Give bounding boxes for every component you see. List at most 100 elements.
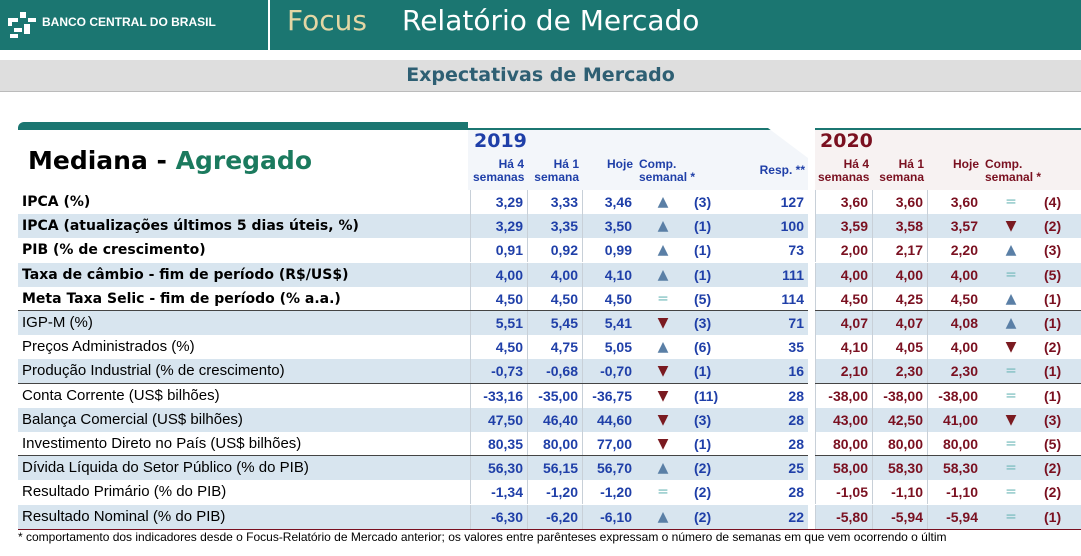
row-label: Preços Administrados (%): [22, 338, 195, 356]
trend-symbol: ▼: [1005, 411, 1017, 428]
value: 80,00: [815, 432, 872, 456]
row-bg: [468, 407, 808, 432]
row-bg: [468, 214, 808, 239]
trend-symbol: =: [1005, 484, 1017, 501]
week-count: (3): [1044, 242, 1062, 259]
footnote: * comportamento dos indicadores desde o …: [18, 530, 947, 544]
column-header: Há 4 semanas: [818, 157, 870, 184]
trend-symbol: =: [1005, 436, 1017, 452]
week-count: (1): [1044, 387, 1062, 404]
value: 4,50: [582, 286, 636, 311]
week-count: (5): [1044, 266, 1062, 283]
value: 3,57: [927, 214, 982, 239]
value: 4,50: [470, 286, 527, 311]
row-bg: [18, 456, 468, 481]
column-header: Comp. semanal *: [985, 157, 1042, 184]
trend-symbol: =: [1005, 194, 1017, 210]
row-label: Resultado Nominal (% do PIB): [22, 507, 226, 525]
value: -1,20: [582, 480, 636, 505]
row-label: Balança Comercial (US$ bilhões): [22, 410, 243, 428]
value: 2,00: [815, 238, 872, 263]
title-part: Mediana -: [28, 146, 176, 175]
trend-symbol: ▲: [657, 460, 669, 477]
logo-text: BANCO CENTRAL DO BRASIL: [42, 15, 216, 29]
value: 5,05: [582, 335, 636, 360]
header-title: Relatório de Mercado: [402, 4, 700, 37]
value: 4,75: [527, 335, 582, 360]
row-bg: [815, 432, 1081, 457]
value: -1,10: [927, 480, 982, 505]
trend-symbol: ▼: [657, 315, 669, 331]
value: 2,30: [872, 359, 927, 384]
week-count: (6): [694, 339, 712, 356]
column-header: Há 4 semanas: [473, 157, 525, 184]
value: 80,35: [470, 432, 527, 456]
value: 4,50: [527, 286, 582, 311]
trend-symbol: ▲: [657, 339, 669, 356]
week-count: (2): [694, 484, 712, 501]
value: 3,29: [470, 214, 527, 239]
value: 56,70: [582, 456, 636, 481]
row-bg: [815, 456, 1081, 481]
value: 3,33: [527, 190, 582, 214]
row-bg: [815, 286, 1081, 311]
row-label: Meta Taxa Selic - fim de período (% a.a.…: [22, 290, 341, 307]
value: 4,10: [582, 262, 636, 287]
value: 4,50: [815, 286, 872, 311]
respondents: 111: [782, 266, 804, 283]
value: -38,00: [927, 383, 982, 408]
trend-symbol: ▲: [657, 242, 669, 259]
week-count: (11): [694, 387, 719, 404]
respondents: 28: [788, 387, 804, 404]
row-bg: [815, 407, 1081, 432]
year: 2020: [820, 130, 873, 152]
row-label: Dívida Líquida do Setor Público (% do PI…: [22, 459, 309, 477]
week-count: (3): [694, 194, 712, 210]
row-bg: [468, 262, 808, 287]
row-bg: [468, 335, 808, 360]
value: 0,91: [470, 238, 527, 263]
table-bottom: [18, 528, 1081, 530]
week-count: (1): [694, 363, 712, 380]
row-bg: [815, 214, 1081, 239]
value: 3,60: [872, 190, 927, 214]
column-header: Há 1 semana: [534, 157, 579, 184]
trend-symbol: ▼: [657, 387, 669, 404]
row-bg: [18, 383, 468, 408]
value: 3,46: [582, 190, 636, 214]
value: 2,20: [927, 238, 982, 263]
row-bg: [468, 311, 808, 336]
table-title: Mediana - Agregado: [28, 146, 312, 175]
row-bg: [18, 262, 468, 287]
row-label: Produção Industrial (% de crescimento): [22, 362, 285, 380]
value: 2,30: [927, 359, 982, 384]
value: -36,75: [582, 383, 636, 408]
row-bg: [468, 286, 808, 311]
value: 58,30: [927, 456, 982, 481]
value: 44,60: [582, 407, 636, 432]
value: 46,40: [527, 407, 582, 432]
column-header: Hoje: [606, 157, 633, 171]
column-header: Hoje: [952, 157, 979, 171]
trend-symbol: =: [1005, 460, 1017, 477]
row-bg: [815, 238, 1081, 263]
value: 4,05: [872, 335, 927, 360]
trend-symbol: ▼: [657, 411, 669, 428]
trend-symbol: ▼: [657, 363, 669, 380]
week-count: (2): [1044, 460, 1062, 477]
week-count: (1): [1044, 508, 1062, 525]
respondents: 100: [780, 218, 804, 235]
value: 3,60: [815, 190, 872, 214]
row-bg: [815, 504, 1081, 529]
value: 0,92: [527, 238, 582, 263]
value: -35,00: [527, 383, 582, 408]
row-label: Taxa de câmbio - fim de período (R$/US$): [22, 266, 349, 283]
trend-symbol: =: [1005, 363, 1017, 380]
row-bg: [18, 432, 468, 457]
row-bg: [815, 335, 1081, 360]
value: 58,00: [815, 456, 872, 481]
value: -5,80: [815, 504, 872, 529]
value: 4,08: [927, 311, 982, 335]
value: -1,20: [527, 480, 582, 505]
